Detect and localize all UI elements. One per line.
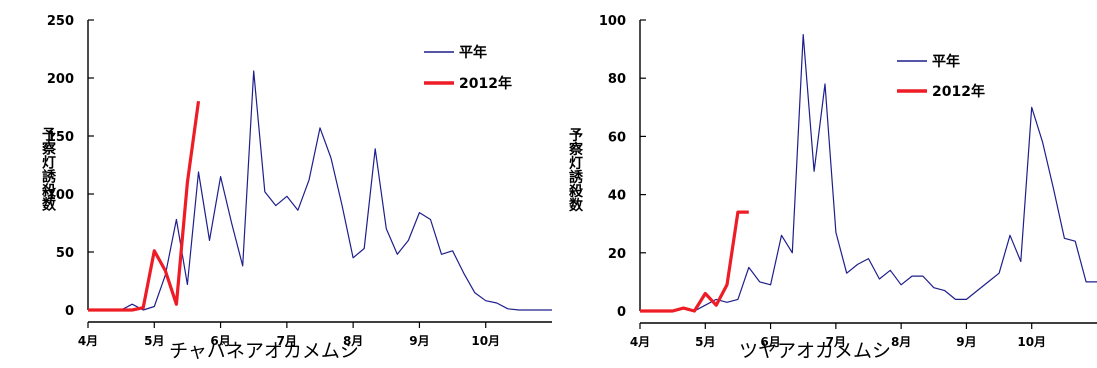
y-tick-label: 0 bbox=[65, 304, 74, 319]
x-tick-label: 4月 bbox=[630, 335, 650, 349]
legend-label: 平年 bbox=[459, 44, 487, 61]
y-tick-label: 250 bbox=[47, 14, 74, 29]
y-axis-label: 予察灯誘殺数 bbox=[40, 127, 57, 212]
chart-panel-1: 0 50 100 150 200 250 4月 5月 6月 7月 8月 9月 10月 予察灯誘殺数チャバネ… bbox=[40, 14, 552, 362]
y-tick-label: 100 bbox=[47, 188, 74, 203]
x-tick-label: 10月 bbox=[1017, 335, 1046, 349]
x-tick-label: 9月 bbox=[409, 334, 429, 348]
y-tick-label: 20 bbox=[608, 247, 626, 262]
y-tick-label: 150 bbox=[47, 130, 74, 145]
x-tick-label: 7月 bbox=[826, 335, 846, 349]
x-tick-label: 6月 bbox=[760, 335, 780, 349]
legend-label: 2012年 bbox=[932, 83, 985, 100]
y-tick-label: 200 bbox=[47, 72, 74, 87]
y-tick-label: 0 bbox=[617, 305, 626, 320]
x-tick-label: 7月 bbox=[277, 334, 297, 348]
x-tick-label: 8月 bbox=[891, 335, 911, 349]
x-tick-label: 9月 bbox=[956, 335, 976, 349]
series-line-average bbox=[640, 33, 1097, 312]
y-tick-label: 40 bbox=[608, 189, 626, 204]
series-line-2012 bbox=[640, 210, 749, 313]
y-tick-label: 100 bbox=[599, 14, 626, 29]
x-tick-label: 5月 bbox=[144, 334, 164, 348]
x-tick-label: 10月 bbox=[471, 334, 500, 348]
x-tick-label: 4月 bbox=[78, 334, 98, 348]
x-tick-label: 6月 bbox=[210, 334, 230, 348]
y-tick-label: 60 bbox=[608, 130, 626, 145]
legend-label: 2012年 bbox=[459, 75, 512, 92]
x-tick-label: 5月 bbox=[695, 335, 715, 349]
x-tick-label: 8月 bbox=[343, 334, 363, 348]
x-axis-label: チャバネアオカメムシ bbox=[169, 340, 359, 362]
series-line-average bbox=[88, 70, 552, 311]
y-tick-label: 80 bbox=[608, 72, 626, 87]
y-axis-label: 予察灯誘殺数 bbox=[567, 128, 584, 213]
x-axis-label: ツヤアオカメムシ bbox=[739, 340, 891, 362]
legend-label: 平年 bbox=[932, 53, 960, 70]
series-line-2012 bbox=[88, 100, 201, 312]
y-tick-label: 50 bbox=[56, 246, 74, 261]
chart-panel-2: 0 20 40 60 80 100 4月 5月 6月 7月 8月 9月 10月 予察灯誘殺数ツヤアオカメム… bbox=[567, 14, 1097, 362]
